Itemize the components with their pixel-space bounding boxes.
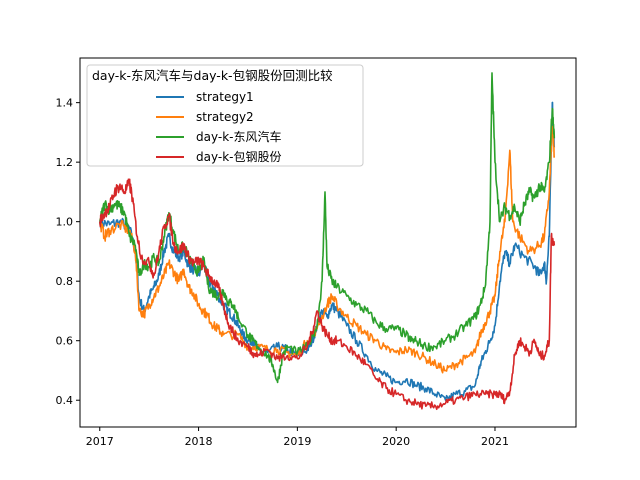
legend-box (86, 64, 364, 167)
x-tick-label: 2019 (283, 435, 311, 448)
legend-label: strategy2 (196, 110, 254, 124)
legend-label: day-k-东风汽车 (196, 129, 281, 144)
legend: day-k-东风汽车与day-k-包钢股份回测比较 strategy1strat… (86, 64, 364, 167)
y-tick-label: 1.4 (56, 97, 74, 110)
series-layer (99, 72, 556, 411)
x-tick-label: 2020 (382, 435, 410, 448)
y-tick-label: 0.4 (56, 394, 74, 407)
legend-label: strategy1 (196, 90, 254, 104)
legend-entries: strategy1 strategy2 day-k-东风汽车 day-k-包钢股份 (156, 90, 281, 164)
y-tick-label: 0.6 (56, 335, 74, 348)
series-line-4 (99, 178, 556, 411)
x-tick-label: 2018 (185, 435, 213, 448)
y-tick-label: 1.0 (56, 216, 74, 229)
x-axis: 2017 2018 2019 2020 2021 (86, 427, 509, 448)
y-axis: 0.4 0.6 0.8 1.0 1.2 1.4 (56, 97, 80, 407)
series-line-1 (99, 101, 556, 401)
legend-title: day-k-东风汽车与day-k-包钢股份回测比较 (92, 68, 333, 83)
x-tick-label: 2021 (481, 435, 509, 448)
y-tick-label: 0.8 (56, 275, 74, 288)
axes-frame (79, 57, 577, 428)
y-tick-label: 1.2 (56, 156, 74, 169)
x-tick-label: 2017 (86, 435, 114, 448)
legend-label: day-k-包钢股份 (196, 150, 281, 164)
